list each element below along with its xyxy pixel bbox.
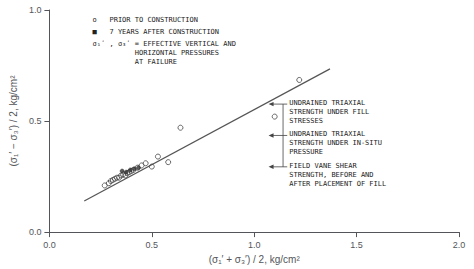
svg-text:AFTER PLACEMENT OF FILL: AFTER PLACEMENT OF FILL: [289, 180, 386, 188]
svg-text:PRESSURE: PRESSURE: [289, 148, 323, 156]
svg-text:STRENGTH UNDER IN-SITU: STRENGTH UNDER IN-SITU: [289, 139, 382, 147]
svg-text:AT FAILURE: AT FAILURE: [135, 58, 177, 66]
svg-text:UNDRAINED TRIAXIAL: UNDRAINED TRIAXIAL: [289, 99, 365, 107]
svg-text:0.0: 0.0: [43, 240, 56, 250]
svg-text:STRENGTH UNDER FILL: STRENGTH UNDER FILL: [289, 108, 369, 116]
svg-text:FIELD VANE SHEAR: FIELD VANE SHEAR: [289, 162, 357, 170]
svg-text:0.5: 0.5: [29, 116, 42, 126]
svg-text:0.5: 0.5: [146, 240, 159, 250]
svg-text:UNDRAINED TRIAXIAL: UNDRAINED TRIAXIAL: [289, 130, 365, 138]
svg-text:0.0: 0.0: [29, 227, 42, 237]
svg-text:1.0: 1.0: [29, 5, 42, 15]
svg-text:o PRIOR TO CONSTRUCTION: o PRIOR TO CONSTRUCTION: [93, 16, 198, 24]
svg-text:σ₁ʹ , σ₃ʹ = EFFECTIVE VERTICAL: σ₁ʹ , σ₃ʹ = EFFECTIVE VERTICAL AND: [93, 40, 236, 48]
svg-text:HORIZONTAL PRESSURES: HORIZONTAL PRESSURES: [135, 49, 219, 57]
svg-text:1.0: 1.0: [248, 240, 261, 250]
svg-text:1.5: 1.5: [350, 240, 363, 250]
svg-text:(σ₁′ − σ₃′) / 2, kg/cm²: (σ₁′ − σ₃′) / 2, kg/cm²: [8, 75, 19, 167]
svg-text:■ 7 YEARS AFTER CONSTRUCTION: ■ 7 YEARS AFTER CONSTRUCTION: [93, 28, 219, 36]
svg-text:STRENGTH, BEFORE AND: STRENGTH, BEFORE AND: [289, 171, 373, 179]
svg-text:2.0: 2.0: [453, 240, 466, 250]
svg-text:STRESSES: STRESSES: [289, 117, 323, 125]
svg-text:(σ₁′ + σ₃′) / 2, kg/cm²: (σ₁′ + σ₃′) / 2, kg/cm²: [209, 254, 301, 265]
